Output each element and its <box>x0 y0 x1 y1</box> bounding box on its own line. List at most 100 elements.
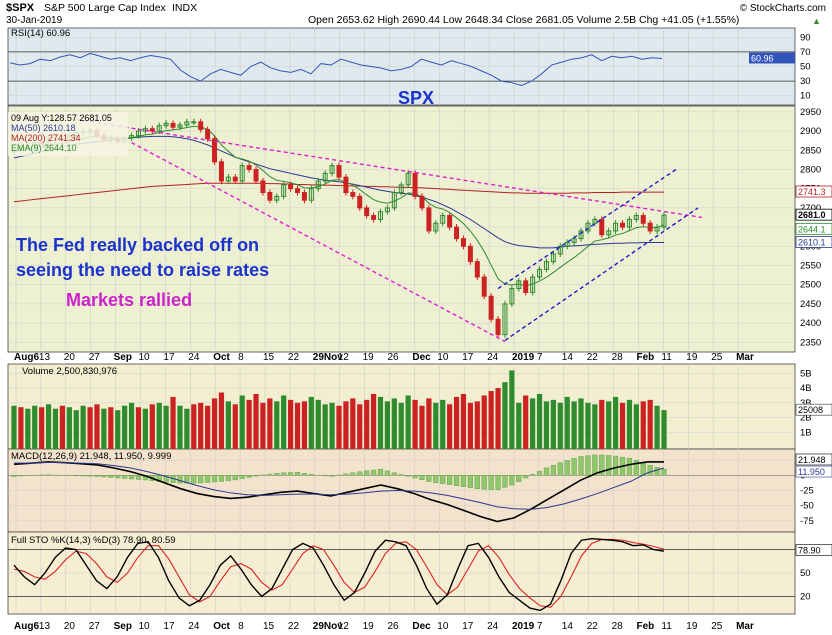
macd-histogram-bar <box>647 464 653 476</box>
rsi-value-text: 60.96 <box>751 53 774 63</box>
symbol-label: $SPX <box>6 2 35 14</box>
macd-signal-line <box>14 462 665 510</box>
volume-value-tag <box>795 403 832 416</box>
x-tick-label: Sep <box>114 621 132 632</box>
volume-bar <box>45 404 52 449</box>
candle-body <box>274 195 280 201</box>
candle-body <box>391 192 397 209</box>
macd-histogram-bar <box>488 475 494 490</box>
candle-body <box>626 218 632 228</box>
macd-histogram-bar <box>474 475 480 489</box>
fed-annotation-line2: seeing the need to raise rates <box>16 260 269 280</box>
volume-bar <box>156 402 162 449</box>
candle-body <box>613 222 619 232</box>
volume-bar <box>599 399 605 449</box>
candle-body <box>301 192 307 201</box>
y-tick-label: 30 <box>800 76 811 87</box>
macd-histogram-bar <box>585 455 591 476</box>
candle-body <box>516 280 522 290</box>
macd-histogram-bar <box>274 473 280 476</box>
volume-bar <box>474 401 480 449</box>
x-tick-label: 22 <box>587 621 599 632</box>
x-tick-label: 20 <box>64 621 76 632</box>
macd-histogram-bar <box>101 475 107 478</box>
price-value-tag <box>795 236 832 248</box>
candle-body <box>537 268 543 278</box>
candle-body <box>599 218 605 236</box>
x-tick-label: 19 <box>686 621 698 632</box>
candle-body <box>495 318 501 336</box>
candle-body <box>246 165 252 170</box>
candle-body <box>433 222 439 232</box>
volume-bar <box>364 399 370 449</box>
macd-histogram-bar <box>350 472 356 476</box>
candle-body <box>398 184 404 194</box>
candle-body <box>474 261 480 278</box>
price-value-text: 2741.3 <box>798 187 826 197</box>
volume-bar <box>467 402 473 449</box>
candle-body <box>620 222 626 228</box>
ema9-legend: EMA(9) 2644.10 <box>11 143 77 153</box>
volume-bar <box>661 410 667 449</box>
volume-bar <box>294 402 301 449</box>
x-tick-label: 22 <box>587 352 599 363</box>
volume-bar <box>606 401 612 449</box>
volume-bar <box>239 395 245 449</box>
volume-bar <box>640 401 646 449</box>
x-tick-label: 2019 <box>512 621 535 632</box>
volume-bar <box>191 404 197 449</box>
x-tick-label: 29Nov <box>313 621 343 632</box>
volume-bar <box>32 405 38 449</box>
macd-histogram-bar <box>654 467 660 476</box>
volume-bar <box>530 398 536 449</box>
macd-histogram-bar <box>384 470 391 476</box>
sto-legend: Full STO %K(14,3) %D(3) 78.90, 80.59 <box>11 535 176 546</box>
macd-histogram-bar <box>453 475 460 486</box>
y-tick-label: 2950 <box>800 107 821 118</box>
macd-histogram-bar <box>177 475 183 484</box>
volume-bar <box>122 405 128 449</box>
volume-bar <box>18 407 24 449</box>
volume-bar <box>308 396 314 449</box>
macd-histogram-bar <box>633 460 639 476</box>
macd-histogram-bar <box>557 462 563 476</box>
x-tick-label: 12 <box>338 352 350 363</box>
price-value-text: 2681.0 <box>798 210 826 220</box>
x-tick-label: 15 <box>263 621 275 632</box>
volume-bar <box>52 408 59 449</box>
x-tick-label: 24 <box>487 352 499 363</box>
candle-body <box>571 238 577 243</box>
y-tick-label: 2800 <box>800 164 821 175</box>
volume-bar <box>260 402 266 449</box>
volume-bar <box>391 398 397 449</box>
y-tick-label: -75 <box>800 516 814 527</box>
volume-bar <box>578 398 584 449</box>
macd-histogram-bar <box>294 472 301 476</box>
x-tick-label: 27 <box>89 621 101 632</box>
volume-bar <box>101 408 107 449</box>
candle-body <box>419 195 425 209</box>
x-tick-label: 25 <box>711 621 723 632</box>
volume-bar <box>287 399 294 449</box>
x-tick-label: 14 <box>562 352 574 363</box>
ma200-line <box>13 182 664 203</box>
candle-body <box>205 129 211 140</box>
x-tick-label: 11 <box>661 621 672 632</box>
sto-k-line <box>13 537 665 612</box>
candle-body <box>253 168 259 182</box>
y-tick-label: 10 <box>800 91 811 102</box>
x-tick-label: 24 <box>188 621 200 632</box>
candle-body <box>454 226 460 240</box>
candle-body <box>481 276 487 297</box>
macd-histogram-bar <box>301 473 308 476</box>
macd-histogram-bar <box>578 456 584 476</box>
macd-histogram-bar <box>205 475 211 483</box>
macd-histogram-bar <box>370 469 377 476</box>
candle-body <box>288 184 294 190</box>
x-tick-label: 24 <box>188 352 200 363</box>
x-tick-label: 19 <box>686 352 698 363</box>
candle-body <box>440 215 446 224</box>
macd-histogram-bar <box>357 471 363 476</box>
macd-histogram-bar <box>211 475 218 483</box>
